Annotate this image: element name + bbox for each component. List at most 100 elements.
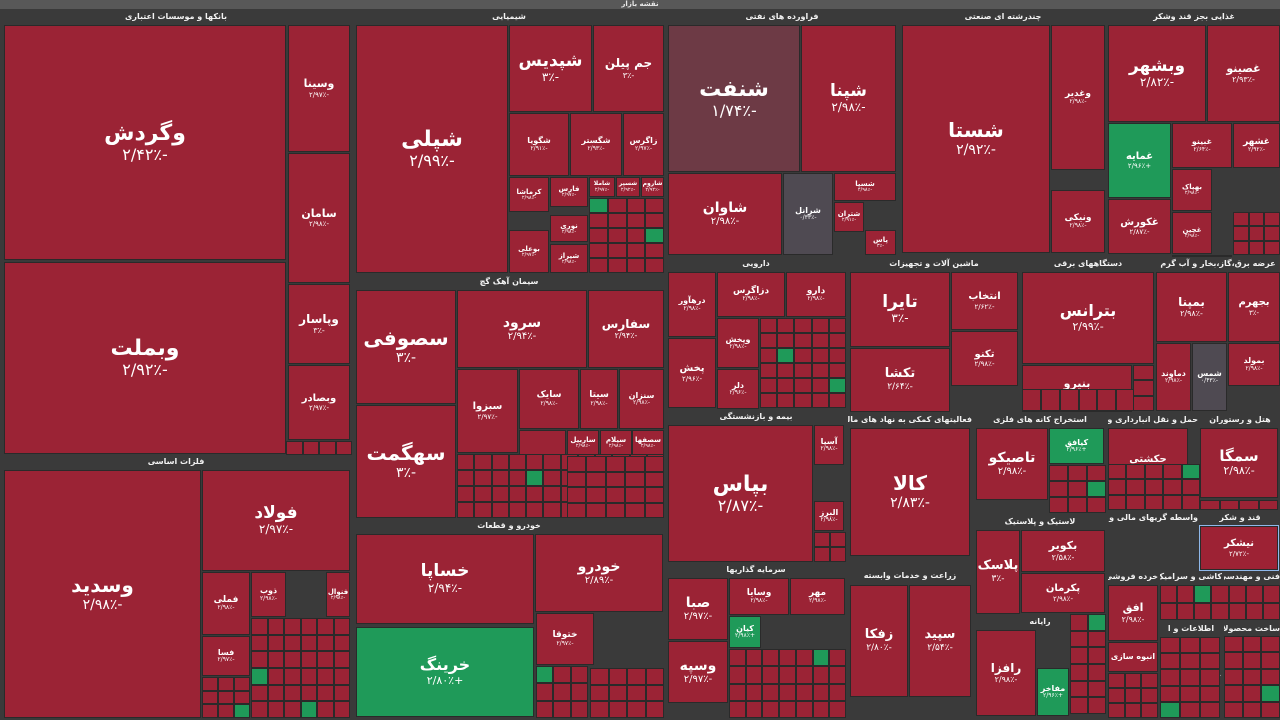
small-tile[interactable] bbox=[1141, 703, 1158, 718]
small-tile[interactable] bbox=[645, 668, 664, 685]
tile-70[interactable]: فولاد -۲/۹۷٪ bbox=[202, 470, 350, 571]
tile-59[interactable]: تکشا -۲/۶۴٪ bbox=[850, 348, 950, 412]
small-tile[interactable] bbox=[567, 487, 587, 503]
small-tile[interactable] bbox=[729, 683, 746, 701]
small-tile[interactable] bbox=[251, 668, 268, 685]
small-tile[interactable] bbox=[267, 634, 284, 652]
tile-61[interactable]: تکنو -۲/۹۸٪ bbox=[951, 331, 1018, 386]
tile-20[interactable]: شنفت -۱/۷۴٪ bbox=[668, 25, 800, 172]
tile-42[interactable]: سبزوا -۲/۹۷٪ bbox=[457, 369, 518, 453]
small-tile[interactable] bbox=[589, 243, 608, 258]
small-tile[interactable] bbox=[1200, 669, 1220, 686]
tile-0[interactable]: وگردش -۲/۴۲٪ bbox=[4, 25, 286, 260]
small-tile[interactable] bbox=[570, 683, 588, 701]
small-tile[interactable] bbox=[1144, 494, 1164, 510]
tile-56[interactable]: وپخش -۲/۹۸٪ bbox=[717, 318, 759, 368]
small-tile[interactable] bbox=[811, 363, 829, 378]
small-tile[interactable] bbox=[491, 502, 509, 518]
tile-8[interactable]: جم پیلن -۳٪ bbox=[593, 25, 664, 112]
small-tile[interactable] bbox=[526, 486, 544, 502]
small-tile[interactable] bbox=[317, 684, 334, 702]
small-tile[interactable] bbox=[218, 704, 234, 718]
small-tile[interactable] bbox=[762, 700, 780, 718]
tile-96[interactable]: پکرمان -۲/۹۸٪ bbox=[1021, 573, 1105, 613]
small-tile[interactable] bbox=[830, 547, 846, 562]
small-tile[interactable] bbox=[760, 363, 778, 378]
small-tile[interactable] bbox=[626, 243, 646, 258]
small-tile[interactable] bbox=[795, 700, 813, 718]
small-tile[interactable] bbox=[302, 441, 319, 455]
small-tile[interactable] bbox=[1200, 637, 1220, 654]
small-tile[interactable] bbox=[474, 502, 492, 518]
small-tile[interactable] bbox=[333, 634, 350, 652]
small-tile[interactable] bbox=[1242, 636, 1262, 653]
small-tile[interactable] bbox=[333, 684, 350, 702]
small-tile[interactable] bbox=[1264, 212, 1280, 227]
small-tile[interactable] bbox=[1108, 479, 1127, 495]
small-tile[interactable] bbox=[202, 704, 218, 718]
small-tile[interactable] bbox=[1068, 497, 1087, 513]
small-tile[interactable] bbox=[284, 618, 301, 635]
tile-86[interactable]: ختوقا -۲/۹۷٪ bbox=[536, 613, 594, 665]
tile-5[interactable]: وبصادر -۲/۹۷٪ bbox=[288, 365, 350, 440]
tile-18[interactable]: نوری -۲/۹۸٪ bbox=[550, 215, 588, 242]
tile-77[interactable]: البرز -۲/۹۸٪ bbox=[814, 501, 844, 531]
small-tile[interactable] bbox=[1144, 464, 1164, 480]
small-tile[interactable] bbox=[570, 700, 588, 718]
tile-90[interactable]: مهر -۲/۹۸٪ bbox=[790, 578, 845, 615]
tile-3[interactable]: سامان -۲/۹۸٪ bbox=[288, 153, 350, 283]
small-tile[interactable] bbox=[625, 487, 645, 503]
small-tile[interactable] bbox=[626, 198, 646, 213]
tile-88[interactable]: وسپه -۲/۹۷٪ bbox=[668, 641, 728, 703]
small-tile[interactable] bbox=[589, 258, 608, 273]
tile-14[interactable]: شاملا -۲/۹۷٪ bbox=[589, 177, 615, 197]
small-tile[interactable] bbox=[251, 684, 268, 702]
small-tile[interactable] bbox=[626, 258, 646, 273]
small-tile[interactable] bbox=[794, 348, 812, 363]
small-tile[interactable] bbox=[1124, 688, 1142, 703]
small-tile[interactable] bbox=[508, 502, 526, 518]
tile-69[interactable]: وسدید -۲/۹۸٪ bbox=[4, 470, 201, 718]
small-tile[interactable] bbox=[1070, 680, 1088, 698]
small-tile[interactable] bbox=[745, 666, 763, 684]
small-tile[interactable] bbox=[607, 228, 627, 243]
tile-73[interactable]: فسا -۲/۹۷٪ bbox=[202, 636, 250, 676]
small-tile[interactable] bbox=[1194, 585, 1212, 603]
tile-11[interactable]: زاگرس -۲/۹۷٪ bbox=[623, 113, 664, 176]
small-tile[interactable] bbox=[1200, 500, 1220, 510]
tile-84[interactable]: خودرو -۲/۸۹٪ bbox=[535, 534, 663, 612]
small-tile[interactable] bbox=[1180, 637, 1200, 654]
small-tile[interactable] bbox=[526, 454, 544, 470]
small-tile[interactable] bbox=[777, 378, 795, 393]
small-tile[interactable] bbox=[319, 441, 336, 455]
small-tile[interactable] bbox=[586, 471, 606, 487]
small-tile[interactable] bbox=[1248, 226, 1265, 241]
small-tile[interactable] bbox=[251, 618, 268, 635]
small-tile[interactable] bbox=[1200, 685, 1220, 702]
small-tile[interactable] bbox=[1124, 673, 1142, 688]
tile-82[interactable]: سمگا -۲/۹۸٪ bbox=[1200, 428, 1278, 498]
small-tile[interactable] bbox=[536, 700, 554, 718]
small-tile[interactable] bbox=[1181, 464, 1200, 480]
small-tile[interactable] bbox=[1264, 240, 1280, 255]
small-tile[interactable] bbox=[553, 683, 571, 701]
small-tile[interactable] bbox=[1177, 602, 1195, 620]
small-tile[interactable] bbox=[625, 502, 645, 518]
small-tile[interactable] bbox=[645, 243, 664, 258]
small-tile[interactable] bbox=[457, 470, 475, 486]
small-tile[interactable] bbox=[1172, 255, 1192, 257]
small-tile[interactable] bbox=[553, 700, 571, 718]
small-tile[interactable] bbox=[1224, 701, 1243, 718]
small-tile[interactable] bbox=[1245, 585, 1263, 603]
small-tile[interactable] bbox=[760, 318, 778, 333]
small-tile[interactable] bbox=[586, 456, 606, 472]
small-tile[interactable] bbox=[626, 228, 646, 243]
small-tile[interactable] bbox=[267, 668, 284, 685]
small-tile[interactable] bbox=[1242, 701, 1262, 718]
small-tile[interactable] bbox=[300, 618, 317, 635]
tile-101[interactable]: انبوه سازی bbox=[1108, 642, 1158, 672]
small-tile[interactable] bbox=[218, 677, 234, 691]
tile-30[interactable]: وبشهر -۲/۸۲٪ bbox=[1108, 25, 1206, 122]
small-tile[interactable] bbox=[608, 684, 627, 702]
small-tile[interactable] bbox=[1180, 685, 1200, 702]
